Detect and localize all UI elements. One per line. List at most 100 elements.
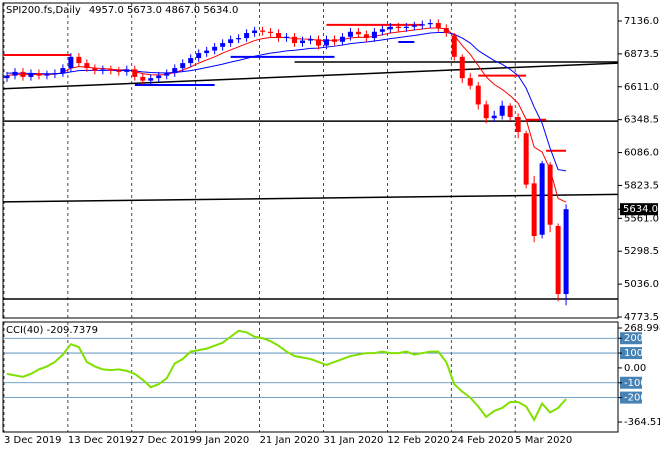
candle-body bbox=[196, 53, 202, 59]
trend-line bbox=[2, 62, 619, 90]
candle-body bbox=[204, 50, 210, 54]
candle-body bbox=[236, 38, 242, 40]
y-tick-label: 5036.0 bbox=[624, 279, 659, 290]
candle-body bbox=[140, 76, 146, 81]
y-tick-label: -364.517 bbox=[624, 417, 660, 428]
candle-body bbox=[315, 39, 321, 46]
x-tick-label: 9 Jan 2020 bbox=[196, 435, 250, 446]
candle-body bbox=[308, 39, 313, 41]
candle-body bbox=[483, 104, 489, 119]
candle-body bbox=[507, 105, 513, 117]
candle-body bbox=[403, 26, 409, 29]
candle-body bbox=[220, 43, 226, 47]
chart-title: SPI200.fs,Daily bbox=[6, 5, 81, 16]
candle-body bbox=[331, 39, 337, 42]
y-tick-label: 4773.5 bbox=[624, 312, 659, 323]
y-tick-label: 5823.5 bbox=[624, 180, 659, 191]
candle-body bbox=[563, 209, 569, 295]
candle-body bbox=[435, 23, 441, 29]
candle-body bbox=[459, 56, 465, 79]
x-tick-label: 13 Dec 2019 bbox=[68, 435, 132, 446]
trend-line bbox=[2, 193, 619, 203]
candle-body bbox=[4, 75, 10, 79]
y-tick-label: 7136.0 bbox=[624, 16, 659, 27]
candle-body bbox=[284, 36, 290, 39]
candle-body bbox=[547, 164, 553, 225]
y-tick-label: 0.00 bbox=[624, 363, 646, 374]
candle-body bbox=[268, 31, 274, 34]
x-tick-label: 21 Jan 2020 bbox=[260, 435, 320, 446]
y-tick-label: 6611.0 bbox=[624, 82, 659, 93]
y-tick-label: 268.9988 bbox=[624, 323, 660, 334]
candle-body bbox=[68, 56, 74, 69]
ma-line bbox=[6, 31, 567, 172]
candle-body bbox=[451, 35, 457, 57]
candle-body bbox=[156, 75, 162, 79]
price-frame bbox=[2, 2, 619, 319]
cci-line bbox=[6, 329, 567, 422]
candle-body bbox=[323, 39, 329, 46]
candle-body bbox=[355, 31, 361, 35]
level-label-bg bbox=[620, 391, 642, 404]
candle-body bbox=[276, 33, 282, 39]
candle-body bbox=[539, 163, 545, 235]
candle-body bbox=[300, 40, 306, 44]
candle-body bbox=[363, 34, 369, 39]
ma-line bbox=[6, 27, 567, 203]
candle-body bbox=[419, 24, 425, 26]
candle-body bbox=[339, 36, 345, 42]
candle-body bbox=[60, 68, 66, 74]
candle-body bbox=[531, 183, 537, 236]
ohlc-label: 4957.0 5673.0 4867.0 5634.0 bbox=[89, 5, 239, 16]
candle-body bbox=[515, 116, 521, 133]
candle-body bbox=[499, 105, 505, 116]
y-tick-label: 6873.5 bbox=[624, 49, 659, 60]
candle-body bbox=[252, 30, 258, 34]
y-tick-label: 200 bbox=[624, 333, 643, 344]
cci-title: CCI(40) -209.7379 bbox=[6, 325, 98, 336]
x-tick-label: 24 Feb 2020 bbox=[451, 435, 513, 446]
x-tick-label: 12 Feb 2020 bbox=[387, 435, 449, 446]
candle-body bbox=[387, 26, 393, 30]
candle-body bbox=[379, 29, 385, 32]
y-tick-label: 5561.0 bbox=[624, 213, 659, 224]
candle-body bbox=[347, 31, 353, 37]
candle-body bbox=[148, 78, 154, 81]
candle-body bbox=[188, 58, 194, 64]
candle-body bbox=[395, 26, 401, 29]
candle-body bbox=[44, 74, 50, 76]
candle-body bbox=[443, 28, 449, 34]
candle-body bbox=[180, 63, 186, 69]
y-tick-label: 5298.5 bbox=[624, 246, 659, 257]
candle-body bbox=[20, 71, 26, 77]
level-label-bg bbox=[620, 347, 642, 360]
candle-body bbox=[36, 73, 42, 76]
cci-frame bbox=[2, 321, 619, 433]
y-tick-label: -200 bbox=[624, 393, 647, 404]
level-label-bg bbox=[620, 332, 642, 345]
x-tick-label: 27 Dec 2019 bbox=[132, 435, 196, 446]
candle-body bbox=[100, 69, 106, 71]
candle-body bbox=[491, 115, 497, 119]
candle-body bbox=[212, 46, 218, 51]
x-tick-label: 3 Dec 2019 bbox=[4, 435, 62, 446]
x-tick-label: 5 Mar 2020 bbox=[515, 435, 572, 446]
candle-body bbox=[76, 56, 82, 64]
last-price-label: 5634.0 bbox=[623, 204, 658, 215]
candle-body bbox=[427, 23, 433, 25]
candle-body bbox=[108, 69, 114, 71]
candle-body bbox=[164, 73, 170, 76]
y-tick-label: -100 bbox=[624, 378, 647, 389]
candle-body bbox=[260, 30, 266, 32]
last-price-tag bbox=[620, 203, 658, 216]
candle-body bbox=[92, 68, 98, 71]
y-tick-label: 100 bbox=[624, 348, 643, 359]
candle-body bbox=[52, 73, 58, 75]
candle-body bbox=[84, 63, 90, 69]
candle-body bbox=[12, 71, 18, 76]
candle-body bbox=[132, 69, 138, 77]
candle-body bbox=[467, 78, 473, 86]
y-tick-label: 6086.0 bbox=[624, 148, 659, 159]
candle-body bbox=[475, 85, 481, 105]
